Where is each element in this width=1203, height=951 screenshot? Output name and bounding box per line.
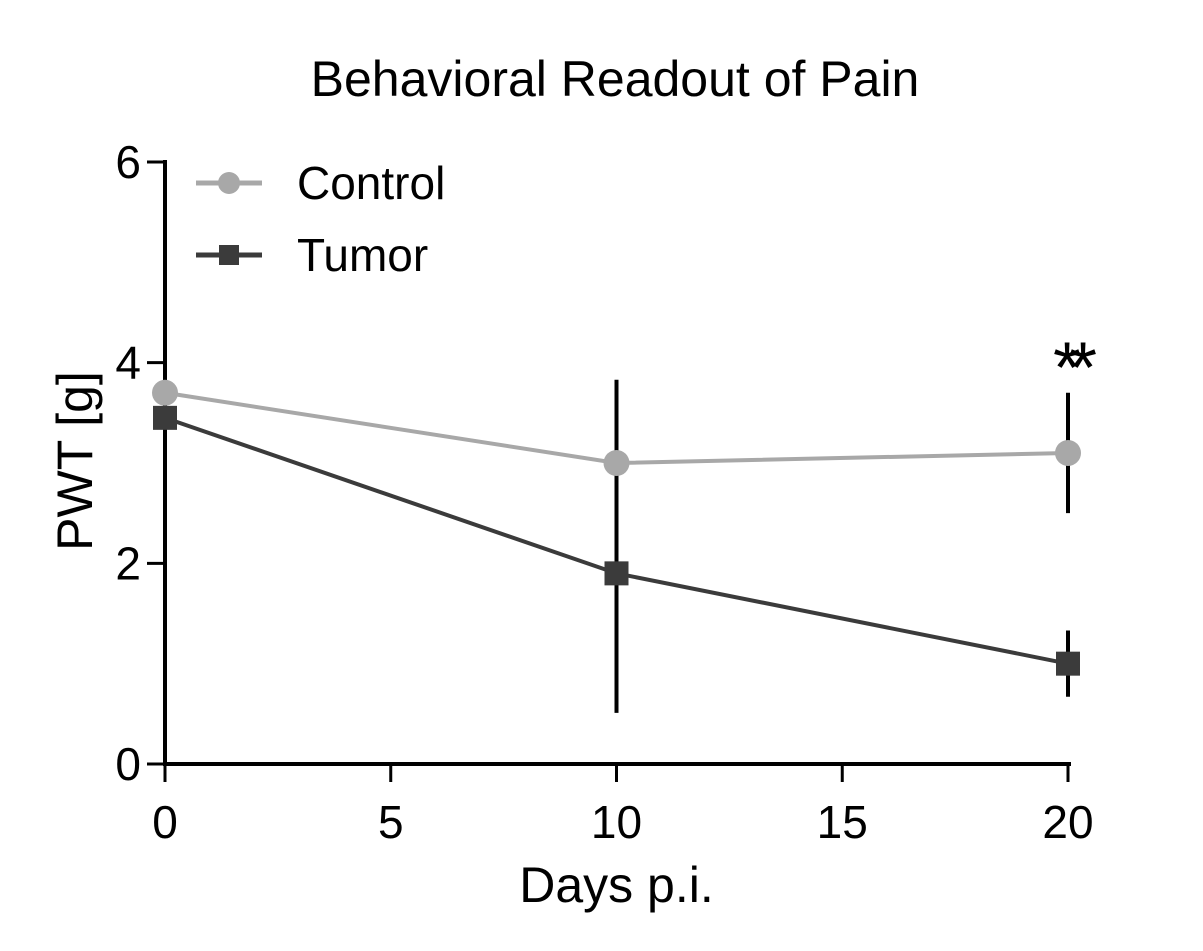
legend-square-marker-icon <box>219 245 239 265</box>
tumor-marker <box>604 561 629 586</box>
x-tick-label: 5 <box>378 796 404 848</box>
x-tick-label: 15 <box>817 796 868 848</box>
y-tick-label: 6 <box>115 136 141 188</box>
x-tick-label: 0 <box>152 796 178 848</box>
legend: Control Tumor <box>196 157 445 301</box>
tumor-marker <box>1056 651 1080 676</box>
chart-title: Behavioral Readout of Pain <box>310 51 920 107</box>
x-axis-label: Days p.i. <box>519 857 714 913</box>
significance-annotation: ** <box>1053 329 1096 409</box>
tumor-legend-marker <box>196 245 262 265</box>
control-legend-marker <box>196 172 262 194</box>
legend-label: Control <box>297 157 446 209</box>
legend-item-tumor: Tumor <box>196 229 445 281</box>
control-marker <box>603 450 630 476</box>
x-tick-label: 20 <box>1042 796 1093 848</box>
y-axis-label: PWT [g] <box>47 371 103 551</box>
control-marker <box>152 379 178 406</box>
x-tick-label: 10 <box>591 796 642 848</box>
legend-circle-marker-icon <box>218 172 240 194</box>
y-tick-label: 2 <box>115 537 141 589</box>
y-tick-label: 4 <box>115 337 141 389</box>
control-marker <box>1055 439 1081 466</box>
legend-item-control: Control <box>196 157 445 209</box>
legend-label: Tumor <box>297 229 429 281</box>
y-tick-label: 0 <box>115 738 141 790</box>
tumor-marker <box>153 405 177 430</box>
